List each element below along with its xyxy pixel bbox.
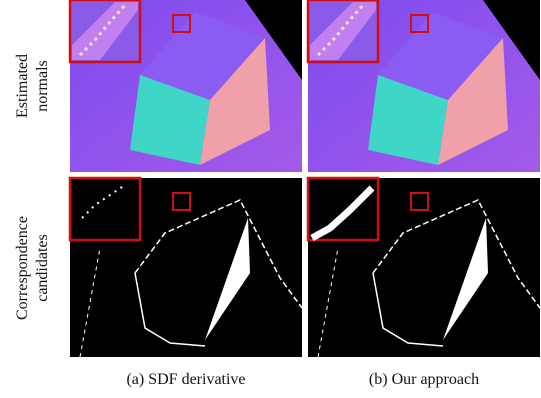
row-label: Correspondence — [14, 216, 31, 320]
row-label: candidates — [34, 234, 51, 302]
normals-b — [308, 0, 540, 172]
normals-a — [70, 0, 302, 172]
caption: (a) SDF derivative — [126, 371, 245, 388]
candidates-b — [308, 178, 540, 357]
caption: (b) Our approach — [369, 371, 479, 388]
row-label: normals — [34, 60, 51, 112]
row-label: Estimated — [14, 54, 31, 118]
candidates-a — [70, 178, 302, 357]
figure: Estimated normals Correspondence candida… — [0, 0, 541, 398]
